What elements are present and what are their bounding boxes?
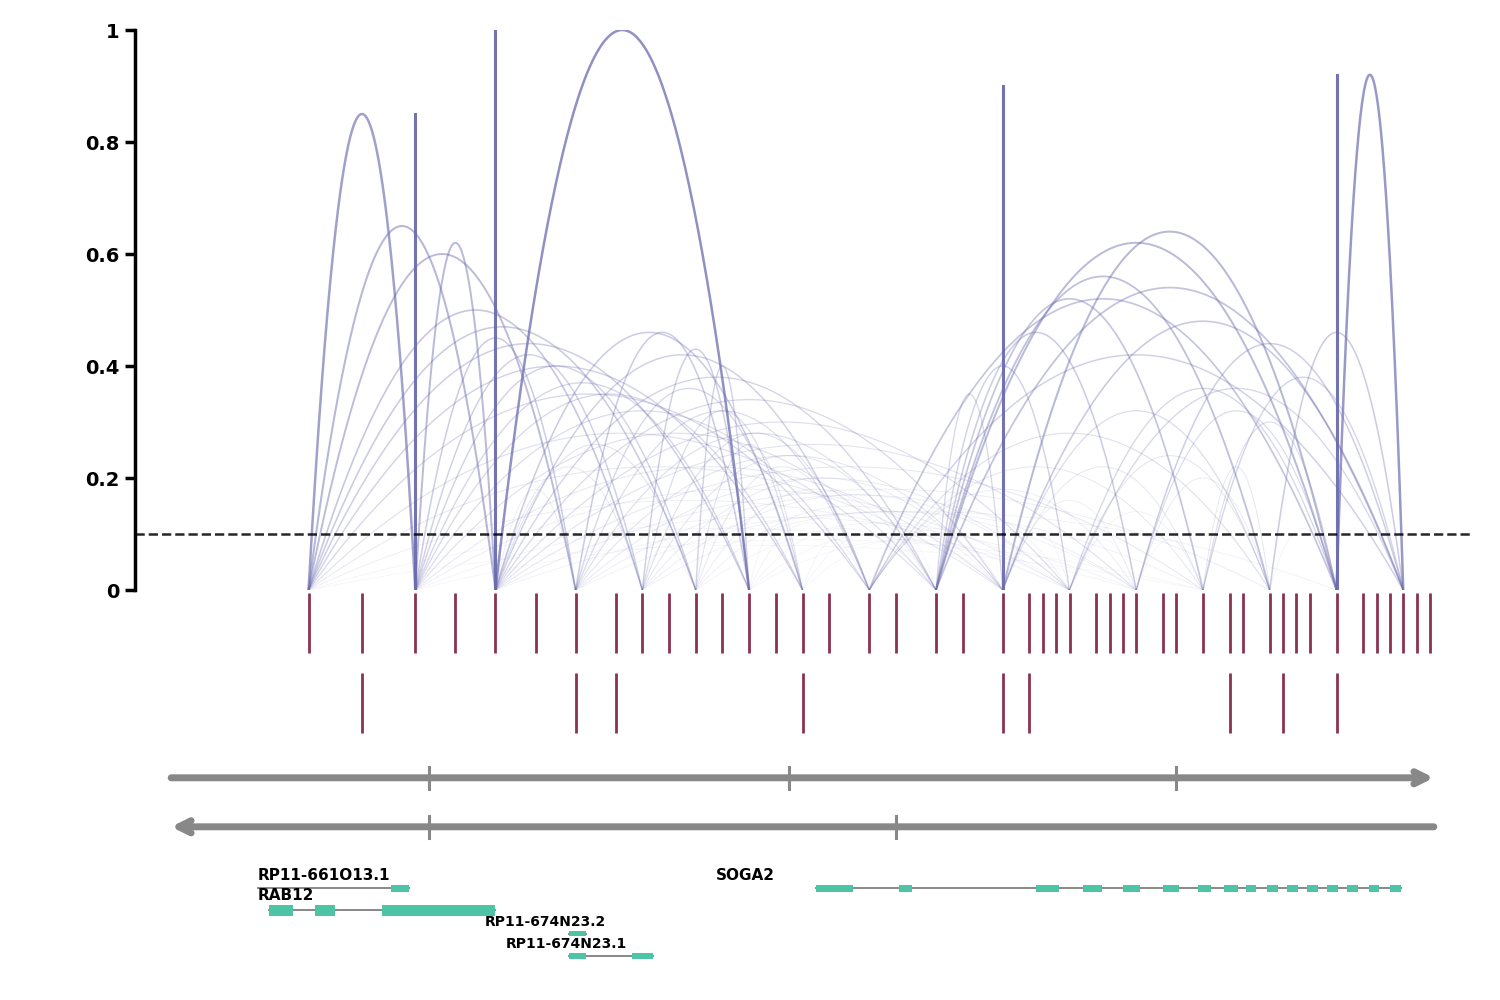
Text: RP11-674N23.2: RP11-674N23.2	[484, 915, 606, 929]
Bar	[392, 885, 408, 892]
Bar	[1162, 885, 1179, 892]
Text: RP11-661O13.1: RP11-661O13.1	[258, 868, 390, 883]
Bar	[382, 905, 495, 916]
Bar	[1036, 885, 1059, 892]
Bar	[1083, 885, 1101, 892]
Bar	[1347, 885, 1358, 892]
Bar	[1224, 885, 1238, 892]
Text: SOGA2: SOGA2	[716, 868, 774, 883]
Bar	[1390, 885, 1401, 892]
Bar	[1368, 885, 1378, 892]
Bar	[315, 905, 336, 916]
Bar	[1245, 885, 1257, 892]
Bar	[1197, 885, 1210, 892]
Text: RP11-674N23.1: RP11-674N23.1	[506, 937, 627, 951]
Bar	[1287, 885, 1298, 892]
Bar	[568, 953, 586, 959]
Text: RAB12: RAB12	[258, 888, 314, 903]
Bar	[632, 953, 652, 959]
Bar	[816, 885, 854, 892]
Bar	[268, 905, 292, 916]
Bar	[1124, 885, 1140, 892]
Bar	[1268, 885, 1278, 892]
Bar	[568, 931, 586, 936]
Bar	[1328, 885, 1338, 892]
Bar	[898, 885, 912, 892]
Bar	[1306, 885, 1318, 892]
